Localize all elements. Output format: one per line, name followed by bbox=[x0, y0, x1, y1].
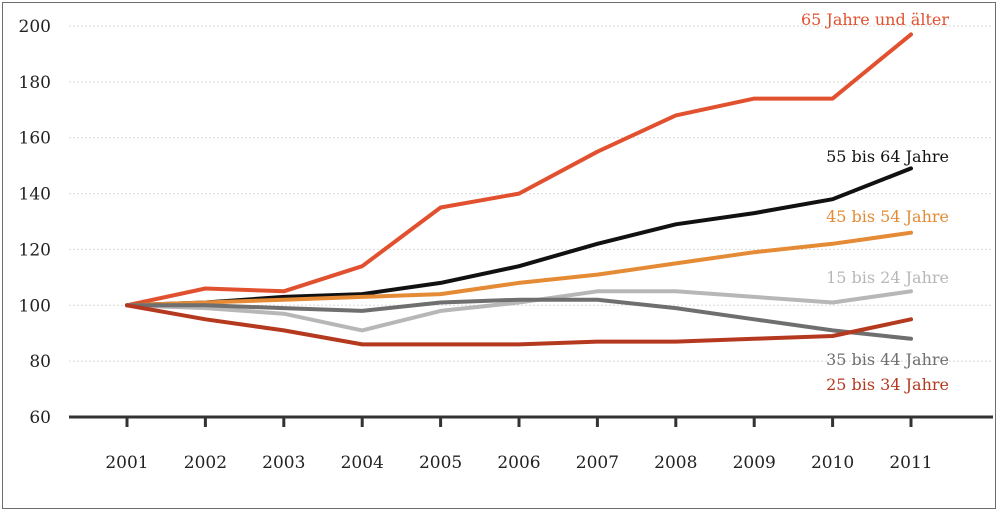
x-tick-label-2011: 2011 bbox=[889, 453, 932, 473]
series-label-3: 15 bis 24 Jahre bbox=[826, 268, 949, 287]
y-tick-label-60: 60 bbox=[29, 408, 51, 428]
series-label-5: 25 bis 34 Jahre bbox=[826, 375, 949, 394]
y-tick-label-160: 160 bbox=[19, 129, 51, 149]
series-line-0 bbox=[125, 32, 913, 308]
x-tick-label-2008: 2008 bbox=[654, 453, 697, 473]
series-line-2 bbox=[125, 230, 913, 308]
y-tick-label-80: 80 bbox=[29, 352, 51, 372]
x-tick-label-2007: 2007 bbox=[576, 453, 619, 473]
series-label-0: 65 Jahre und älter bbox=[801, 10, 949, 29]
series-label-4: 35 bis 44 Jahre bbox=[826, 350, 949, 369]
x-tick-label-2006: 2006 bbox=[497, 453, 540, 473]
y-tick-label-100: 100 bbox=[19, 296, 51, 316]
x-tick-label-2010: 2010 bbox=[811, 453, 854, 473]
y-tick-label-200: 200 bbox=[19, 17, 51, 37]
x-tick-label-2004: 2004 bbox=[341, 453, 384, 473]
x-tick-label-2001: 2001 bbox=[105, 453, 148, 473]
series-line-3 bbox=[125, 289, 913, 333]
y-tick-label-140: 140 bbox=[19, 185, 51, 205]
line-chart: 60 80 100 120 140 160 180 200 2001 2002 2003 2004 20… bbox=[19, 10, 993, 473]
series-label-2: 45 bis 54 Jahre bbox=[826, 207, 949, 226]
series-line-4 bbox=[125, 297, 913, 341]
x-tick-label-2009: 2009 bbox=[733, 453, 776, 473]
series-line-5 bbox=[125, 303, 913, 347]
series-label-1: 55 bis 64 Jahre bbox=[826, 147, 949, 166]
y-tick-label-120: 120 bbox=[19, 240, 51, 260]
x-tick-label-2005: 2005 bbox=[419, 453, 462, 473]
x-tick-label-2002: 2002 bbox=[184, 453, 227, 473]
x-tick-label-2003: 2003 bbox=[262, 453, 305, 473]
y-tick-label-180: 180 bbox=[19, 73, 51, 93]
